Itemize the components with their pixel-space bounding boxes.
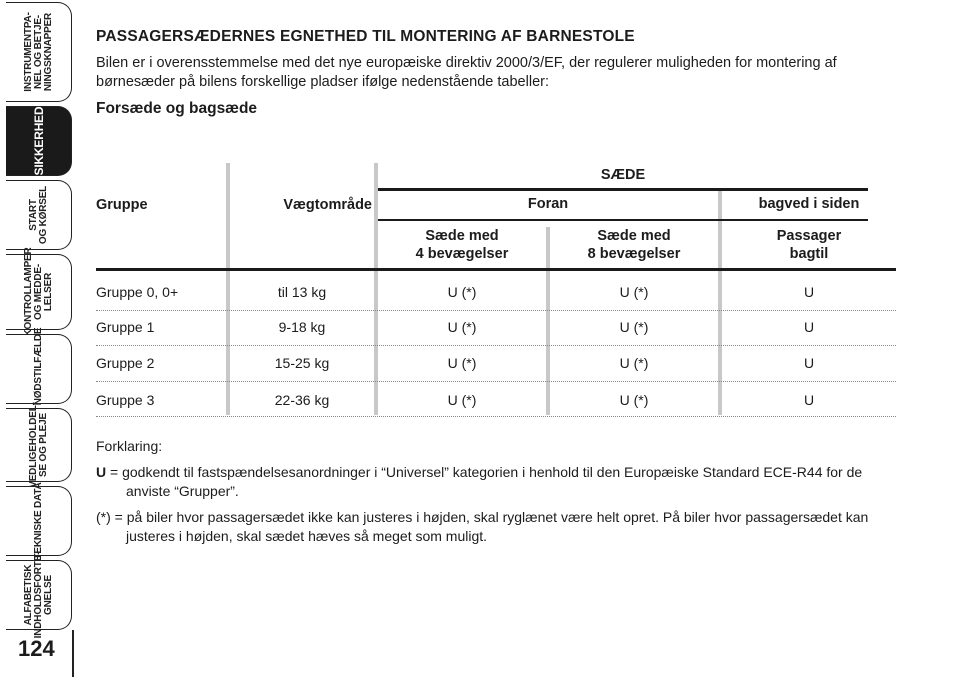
legend-u-key: U xyxy=(96,464,107,480)
row-weight: 22-36 kg xyxy=(274,392,330,408)
tab-vedligeholdelse[interactable]: VEDLIGEHOLDEL- SE OG PLEJE xyxy=(6,402,72,488)
tab-kontrollamper[interactable]: KONTROLLAMPER OG MEDDE- LELSER xyxy=(6,247,72,337)
column-divider xyxy=(374,163,378,415)
group-header: Gruppe xyxy=(96,197,148,213)
legend-u-text: = godkendt til fastspændelsesanordninger… xyxy=(106,464,863,499)
child-seat-table: SÆDE Gruppe Vægtområde Foran bagved i si… xyxy=(96,163,896,418)
sidebar-edge xyxy=(72,630,74,677)
tab-nodstilfaelde[interactable]: I NØDSTILFÆLDE xyxy=(6,328,72,410)
row-separator xyxy=(96,381,896,382)
tab-alfabetisk[interactable]: ALFABETISK INDHOLDSFORTE- GNELSE xyxy=(6,552,72,638)
tab-label: ALFABETISK INDHOLDSFORTE- GNELSE xyxy=(22,551,54,639)
tab-label: START OG KØRSEL xyxy=(27,185,49,245)
row-rear: U xyxy=(803,284,815,300)
tab-start-og-korsel[interactable]: START OG KØRSEL xyxy=(6,180,72,250)
row-front-4: U (*) xyxy=(447,355,477,371)
rear-header: bagved i siden xyxy=(758,196,860,212)
row-weight: til 13 kg xyxy=(277,284,327,300)
header-rule xyxy=(378,188,868,191)
weight-header: Vægtområde xyxy=(283,197,372,213)
header-rule xyxy=(378,219,868,221)
tab-label: KONTROLLAMPER OG MEDDE- LELSER xyxy=(22,247,54,337)
row-rear: U xyxy=(803,355,815,371)
chapter-sidebar: INSTRUMENTPA- NEL OG BETJE- NINGSKNAPPER… xyxy=(0,0,76,677)
row-group: Gruppe 2 xyxy=(96,355,155,371)
row-front-8: U (*) xyxy=(619,319,649,335)
tab-label: VEDLIGEHOLDEL- SE OG PLEJE xyxy=(27,402,49,488)
row-front-8: U (*) xyxy=(619,392,649,408)
legend-title: Forklaring: xyxy=(96,438,163,454)
seat-header: SÆDE xyxy=(600,167,646,183)
row-front-4: U (*) xyxy=(447,392,477,408)
column-divider xyxy=(226,163,230,415)
tab-label: INSTRUMENTPA- NEL OG BETJE- NINGSKNAPPER xyxy=(22,12,54,92)
legend: Forklaring: U = godkendt til fastspændel… xyxy=(96,437,896,553)
row-front-4: U (*) xyxy=(447,284,477,300)
tab-label: TEKNISKE DATA xyxy=(32,482,44,560)
intro-text: Bilen er i overensstemmelse med det nye … xyxy=(96,55,837,90)
main-content: PASSAGERSÆDERNES EGNETHED TIL MONTERING … xyxy=(96,28,896,118)
row-rear: U xyxy=(803,319,815,335)
tab-label: I NØDSTILFÆLDE xyxy=(32,327,44,411)
page-number: 124 xyxy=(18,636,55,661)
column-divider xyxy=(546,227,550,415)
row-separator xyxy=(96,345,896,346)
tab-sikkerhed[interactable]: SIKKERHED xyxy=(6,106,72,176)
header-rule xyxy=(96,268,896,271)
row-rear: U xyxy=(803,392,815,408)
front-header: Foran xyxy=(527,196,569,212)
row-separator xyxy=(96,310,896,311)
tab-label: SIKKERHED xyxy=(31,106,46,176)
rear-passenger-header: Passager bagtil xyxy=(776,228,842,262)
row-group: Gruppe 3 xyxy=(96,392,155,408)
front-seat-8-header: Sæde med 8 bevægelser xyxy=(587,228,681,262)
tab-tekniske-data[interactable]: TEKNISKE DATA xyxy=(6,482,72,560)
column-divider xyxy=(718,191,722,415)
row-front-8: U (*) xyxy=(619,284,649,300)
legend-u: U = godkendt til fastspændelsesanordning… xyxy=(96,463,896,501)
section-subheading: Forsæde og bagsæde xyxy=(96,100,258,117)
row-front-4: U (*) xyxy=(447,319,477,335)
page-heading: PASSAGERSÆDERNES EGNETHED TIL MONTERING … xyxy=(96,28,635,45)
tab-instrumentpanel[interactable]: INSTRUMENTPA- NEL OG BETJE- NINGSKNAPPER xyxy=(6,2,72,102)
row-group: Gruppe 1 xyxy=(96,319,155,335)
legend-star: (*) = på biler hvor passagersædet ikke k… xyxy=(96,509,869,544)
row-weight: 15-25 kg xyxy=(274,355,330,371)
row-weight: 9-18 kg xyxy=(278,319,326,335)
front-seat-4-header: Sæde med 4 bevægelser xyxy=(415,228,509,262)
row-separator xyxy=(96,416,896,417)
row-group: Gruppe 0, 0+ xyxy=(96,284,179,300)
row-front-8: U (*) xyxy=(619,355,649,371)
